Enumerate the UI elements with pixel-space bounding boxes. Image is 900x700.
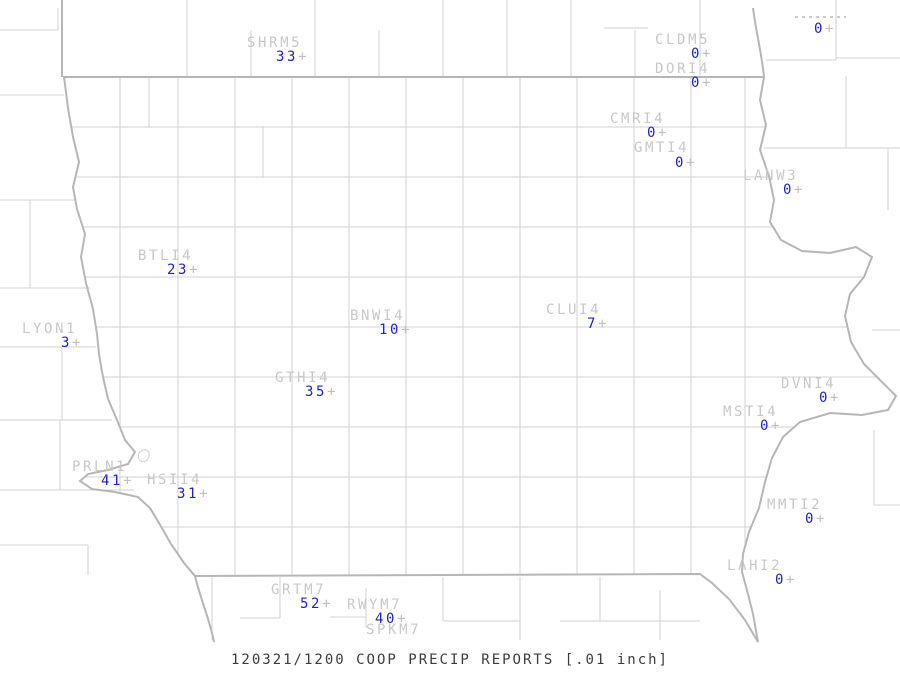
station-plus-marker: + xyxy=(794,182,806,198)
station-value: 35+ xyxy=(305,385,338,400)
plot-title: 120321/1200 COOP PRECIP REPORTS [.01 inc… xyxy=(230,652,669,668)
station-id-label: LAHI2 xyxy=(727,558,783,574)
precip-value: 0 xyxy=(760,418,772,434)
precip-value: 0 xyxy=(819,390,831,406)
precip-value: 35 xyxy=(305,384,328,400)
precip-value: 52 xyxy=(300,596,323,612)
precip-value: 41 xyxy=(101,473,124,489)
station-value: 10+ xyxy=(379,323,412,338)
station-id-label: DVNI4 xyxy=(781,376,837,392)
precip-value: 7 xyxy=(587,316,599,332)
river-oxbow xyxy=(137,449,150,463)
iowa-outline xyxy=(62,76,898,643)
precip-value: 0 xyxy=(647,125,659,141)
station-plus-marker: + xyxy=(189,262,201,278)
precip-value: 33 xyxy=(276,49,299,65)
precip-value: 0 xyxy=(691,46,703,62)
station-value: 3+ xyxy=(61,336,83,351)
station-value: 40+ xyxy=(375,612,408,627)
station-value: 0+ xyxy=(819,391,841,406)
station-id-label: SHRM5 xyxy=(247,35,303,51)
station-id-label: PRLN1 xyxy=(72,459,128,475)
station-id-label: MSTI4 xyxy=(723,404,779,420)
precip-value: 23 xyxy=(167,262,190,278)
station-plus-marker: + xyxy=(702,75,714,91)
station-value: 7+ xyxy=(587,317,609,332)
station-plus-marker: + xyxy=(298,49,310,65)
station-id-label: CMRI4 xyxy=(610,111,666,127)
station-plus-marker: + xyxy=(658,125,670,141)
station-value: 0+ xyxy=(814,22,836,37)
stations-layer: SHRM5 33+ 0+ CLDM5 0+ DORI4 0+ CMRI4 0+ GMTI4 0+ LA… xyxy=(22,22,841,638)
station-value: 0+ xyxy=(691,47,713,62)
station-plus-marker: + xyxy=(830,390,842,406)
station-id-label: MMTI2 xyxy=(767,497,823,513)
station-plus-marker: + xyxy=(598,316,610,332)
station-plus-marker: + xyxy=(686,155,698,171)
station-plus-marker: + xyxy=(322,596,334,612)
precip-value: 0 xyxy=(775,572,787,588)
station-plus-marker: + xyxy=(397,611,409,627)
map-canvas xyxy=(0,0,900,643)
station-plus-marker: + xyxy=(72,335,84,351)
station-value: 0+ xyxy=(647,126,669,141)
station-id-label: BNWI4 xyxy=(350,308,406,324)
precip-value: 10 xyxy=(379,322,402,338)
station-id-label: RWYM7 xyxy=(347,597,403,613)
station-plus-marker: + xyxy=(816,511,828,527)
county-grid-iowa xyxy=(64,77,896,576)
station-value: 52+ xyxy=(300,597,333,612)
station-id-label: LANW3 xyxy=(743,168,799,184)
state-borders xyxy=(61,0,898,643)
precip-value: 40 xyxy=(375,611,398,627)
station-value: 0+ xyxy=(760,419,782,434)
precip-value: 0 xyxy=(783,182,795,198)
missouri-river-south xyxy=(194,575,215,643)
station-id-label: GRTM7 xyxy=(271,582,327,598)
station-plus-marker: + xyxy=(825,21,837,37)
station-plus-marker: + xyxy=(401,322,413,338)
station-id-label: GMTI4 xyxy=(634,140,690,156)
station-id-label: LYON1 xyxy=(22,321,78,337)
county-lines-neighbor-states xyxy=(0,0,900,640)
station-value: 31+ xyxy=(177,487,210,502)
station-value: 0+ xyxy=(805,512,827,527)
station-value: 33+ xyxy=(276,50,309,65)
precip-value: 0 xyxy=(675,155,687,171)
station-plus-marker: + xyxy=(771,418,783,434)
station-plus-marker: + xyxy=(123,473,135,489)
station-id-label: HSII4 xyxy=(147,472,203,488)
station-value: 0+ xyxy=(691,76,713,91)
precip-value: 3 xyxy=(61,335,73,351)
precip-value: 0 xyxy=(805,511,817,527)
station-id-label: SPKM7 xyxy=(366,622,422,638)
station-value: 0+ xyxy=(783,183,805,198)
station-id-label: CLDM5 xyxy=(655,32,711,48)
mississippi-river-north xyxy=(752,7,765,78)
station-value: 23+ xyxy=(167,263,200,278)
station-plus-marker: + xyxy=(199,486,211,502)
precip-value: 31 xyxy=(177,486,200,502)
station-plus-marker: + xyxy=(327,384,339,400)
station-id-label: CLUI4 xyxy=(546,302,602,318)
station-value: 0+ xyxy=(775,573,797,588)
precip-value: 0 xyxy=(691,75,703,91)
precip-value: 0 xyxy=(814,21,826,37)
station-plus-marker: + xyxy=(786,572,798,588)
station-id-label: BTLI4 xyxy=(138,248,194,264)
station-value: 0+ xyxy=(675,156,697,171)
station-plus-marker: + xyxy=(702,46,714,62)
station-id-label: GTHI4 xyxy=(275,370,331,386)
station-id-label: DORI4 xyxy=(655,61,711,77)
station-value: 41+ xyxy=(101,474,134,489)
